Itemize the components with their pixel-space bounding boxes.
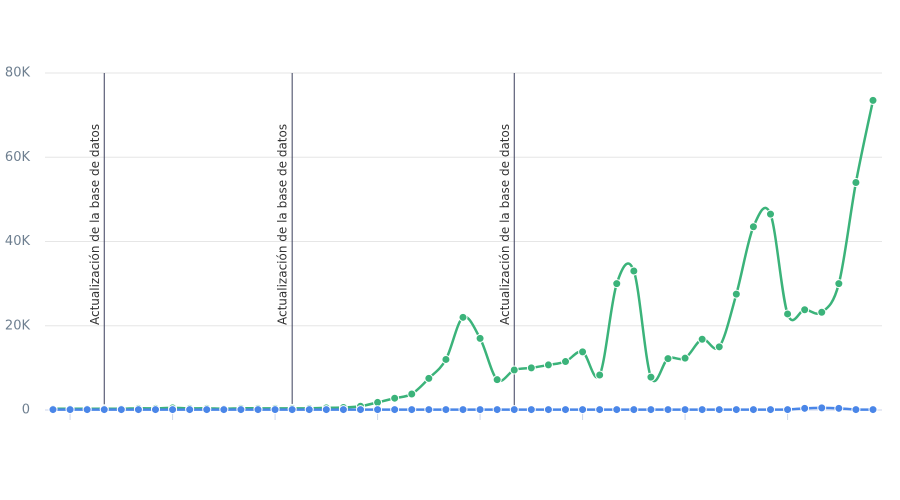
data-point [748, 405, 758, 415]
y-tick-label: 0 [22, 403, 30, 418]
data-point [202, 405, 212, 415]
data-point [543, 405, 553, 415]
data-point [817, 307, 827, 317]
data-point [168, 405, 178, 415]
data-point [407, 389, 417, 399]
data-point [663, 405, 673, 415]
data-point [646, 372, 656, 382]
data-point [424, 405, 434, 415]
data-point [817, 403, 827, 413]
data-point [304, 405, 314, 415]
data-point [321, 405, 331, 415]
data-point [185, 405, 195, 415]
data-point [783, 309, 793, 319]
data-point [800, 305, 810, 315]
data-point [492, 405, 502, 415]
data-point [390, 393, 400, 403]
y-tick-label: 20K [5, 318, 31, 333]
data-point [561, 405, 570, 415]
data-point [680, 405, 690, 415]
data-point [475, 405, 485, 415]
data-point [748, 222, 758, 232]
data-point [475, 333, 485, 343]
data-point [714, 342, 724, 352]
data-point [82, 405, 92, 415]
y-tick-label: 40K [5, 234, 31, 249]
data-point [407, 405, 417, 415]
data-point [680, 353, 690, 363]
data-point [526, 363, 536, 373]
plot-line-label: Actualización de la base de datos [88, 124, 102, 325]
data-point [270, 405, 280, 415]
data-point [800, 403, 810, 413]
data-point [65, 405, 75, 415]
y-tick-label: 80K [5, 66, 31, 81]
data-point [766, 209, 775, 219]
data-point [595, 370, 605, 380]
data-point [834, 279, 844, 289]
data-point [731, 405, 741, 415]
data-point [868, 95, 878, 105]
series-line [53, 100, 875, 411]
data-point [578, 347, 588, 357]
plot-line-label: Actualización de la base de datos [276, 124, 290, 325]
data-point [287, 405, 297, 415]
data-point [612, 405, 622, 415]
data-point [868, 405, 878, 415]
data-point [629, 266, 639, 276]
data-point [373, 405, 383, 415]
data-point [441, 405, 451, 415]
data-point [578, 405, 588, 415]
data-point [253, 405, 263, 415]
data-point [663, 354, 673, 364]
data-point [783, 405, 793, 415]
data-point [236, 405, 246, 415]
plot-line-label: Actualización de la base de datos [498, 124, 512, 325]
data-point [834, 403, 844, 413]
data-point [766, 405, 775, 415]
data-point [646, 405, 656, 415]
data-point [526, 405, 536, 415]
data-point [851, 405, 861, 415]
data-point [356, 405, 365, 415]
data-point [133, 405, 143, 415]
data-point [731, 289, 741, 299]
data-point [424, 373, 434, 383]
data-point [48, 405, 58, 415]
y-tick-label: 60K [5, 150, 31, 165]
data-point [492, 375, 502, 385]
data-point [116, 405, 126, 415]
data-point [697, 405, 707, 415]
data-point [390, 405, 400, 415]
data-point [509, 405, 519, 415]
data-point [543, 360, 553, 370]
data-point [219, 405, 229, 415]
data-point [595, 405, 605, 415]
data-point [851, 178, 861, 188]
data-point [458, 405, 468, 415]
data-point [509, 365, 519, 375]
data-point [151, 405, 160, 415]
data-point [612, 279, 622, 289]
data-point [629, 405, 639, 415]
data-point [338, 405, 348, 415]
data-point [697, 334, 707, 344]
data-point [441, 354, 451, 364]
data-point [458, 312, 468, 322]
data-point [561, 357, 570, 367]
data-point [99, 405, 109, 415]
data-point [714, 405, 724, 415]
